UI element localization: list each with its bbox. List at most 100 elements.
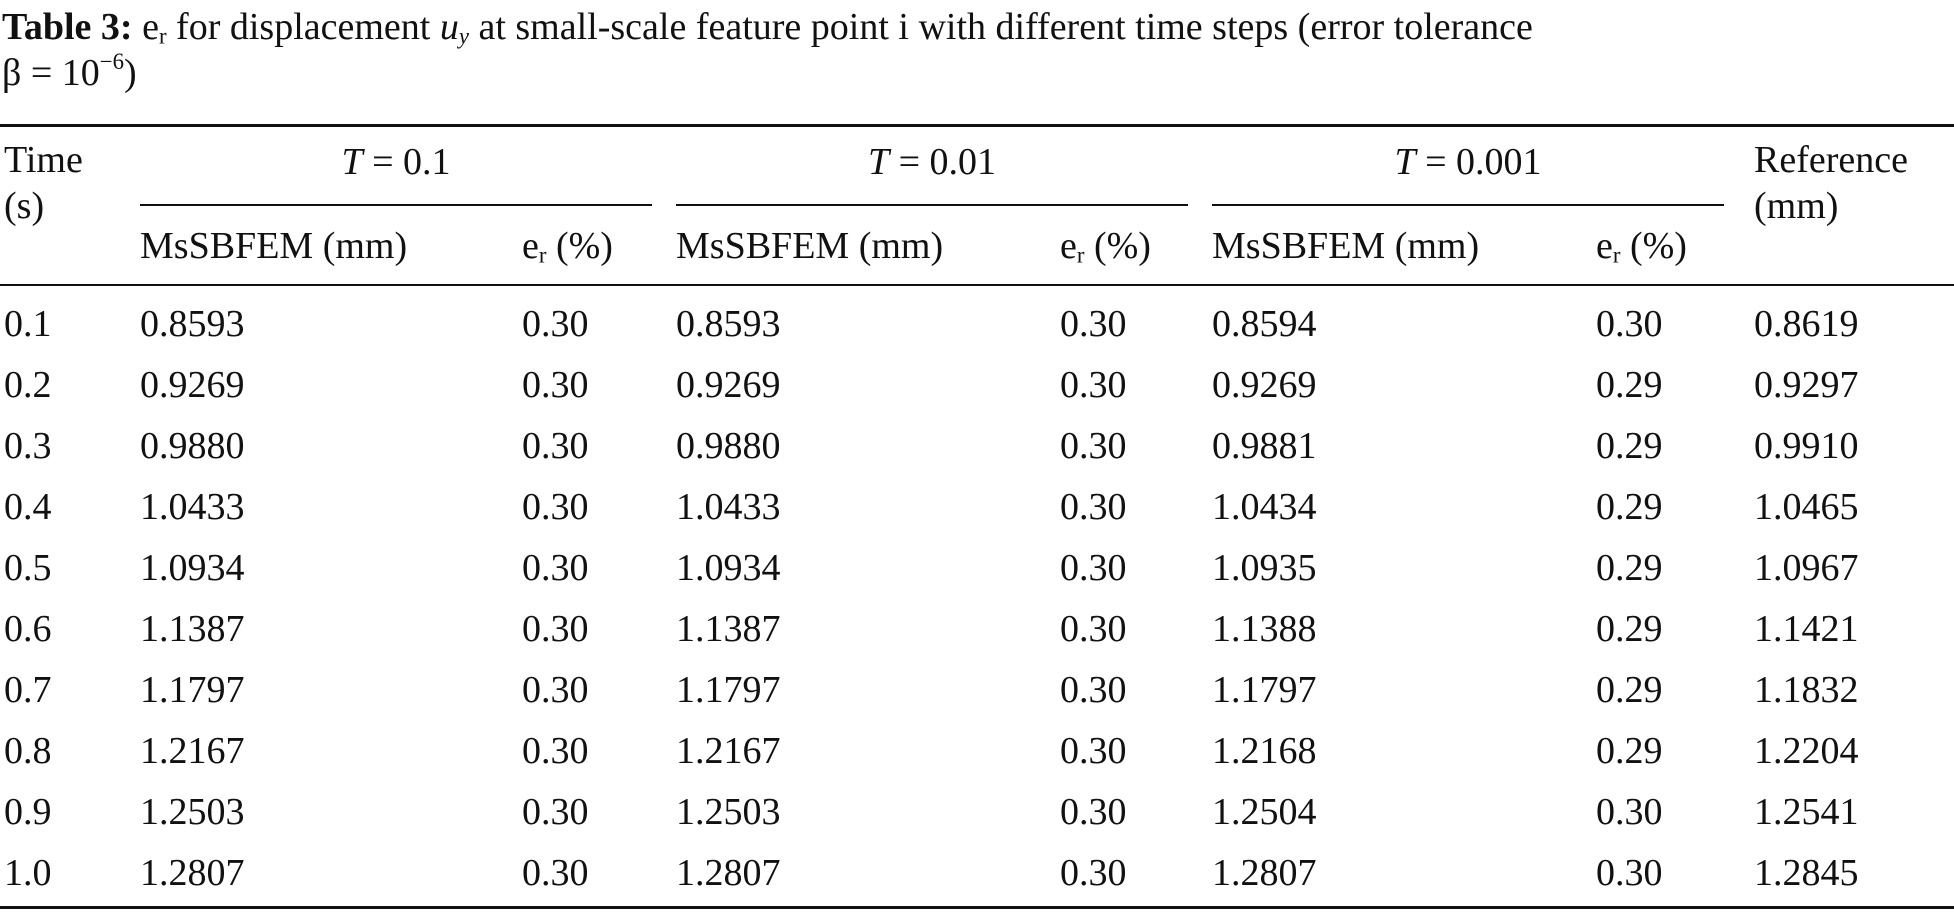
cell-er-t2: 0.30 [1060,852,1127,894]
cell-er-t2: 0.30 [1060,486,1127,528]
header-er-t2: er (%) [1060,225,1151,268]
header-group-t2: T = 0.01 [867,141,997,183]
table-row: 0.4 1.0433 0.30 1.0433 0.30 1.0434 0.29 … [0,477,1954,538]
header-msbfem-t1: MsSBFEM (mm) [140,225,408,267]
cell-msbfem-t3: 1.2168 [1212,730,1317,772]
cell-er-t2: 0.30 [1060,608,1127,650]
cell-er-t2: 0.30 [1060,364,1127,406]
cell-er-t3: 0.29 [1596,486,1663,528]
cell-er-t1: 0.30 [522,730,589,772]
table-row: 1.0 1.2807 0.30 1.2807 0.30 1.2807 0.30 … [0,843,1954,904]
header-reference: Reference (mm) [1754,139,1908,227]
header-er-t3: er (%) [1596,225,1687,268]
cell-msbfem-t2: 1.1387 [676,608,781,650]
cell-reference: 1.0465 [1754,486,1859,528]
cell-er-t2: 0.30 [1060,669,1127,711]
caption-er: er [142,6,167,49]
cell-time: 0.7 [4,669,52,711]
cell-msbfem-t1: 1.2167 [140,730,245,772]
cell-msbfem-t2: 1.0934 [676,547,781,589]
cell-er-t1: 0.30 [522,303,589,345]
cell-msbfem-t1: 1.2503 [140,791,245,833]
group-underline-t1 [140,204,652,206]
cell-reference: 1.1832 [1754,669,1859,711]
table-caption: Table 3: er for displacement uy at small… [2,4,1952,96]
group-underline-t3 [1212,204,1724,206]
cell-msbfem-t3: 1.1797 [1212,669,1317,711]
cell-msbfem-t1: 1.1387 [140,608,245,650]
caption-text-b: at small-scale feature point i with diff… [468,6,1533,48]
cell-msbfem-t2: 1.2503 [676,791,781,833]
cell-er-t1: 0.30 [522,425,589,467]
table-bottom-rule [0,906,1954,909]
cell-er-t3: 0.29 [1596,730,1663,772]
cell-msbfem-t2: 1.1797 [676,669,781,711]
cell-er-t1: 0.30 [522,852,589,894]
cell-er-t1: 0.30 [522,547,589,589]
cell-er-t2: 0.30 [1060,730,1127,772]
cell-er-t3: 0.29 [1596,547,1663,589]
header-group-t1: T = 0.1 [341,141,451,183]
cell-msbfem-t3: 1.2504 [1212,791,1317,833]
cell-msbfem-t1: 0.9880 [140,425,245,467]
cell-time: 0.8 [4,730,52,772]
cell-msbfem-t1: 0.8593 [140,303,245,345]
cell-reference: 0.9910 [1754,425,1859,467]
table-row: 0.8 1.2167 0.30 1.2167 0.30 1.2168 0.29 … [0,721,1954,782]
cell-msbfem-t3: 1.2807 [1212,852,1317,894]
cell-reference: 1.2541 [1754,791,1859,833]
cell-er-t3: 0.29 [1596,669,1663,711]
cell-er-t3: 0.30 [1596,791,1663,833]
cell-time: 0.3 [4,425,52,467]
header-group-t3: T = 0.001 [1394,141,1542,183]
table-row: 0.5 1.0934 0.30 1.0934 0.30 1.0935 0.29 … [0,538,1954,599]
table-row: 0.7 1.1797 0.30 1.1797 0.30 1.1797 0.29 … [0,660,1954,721]
header-time: Time (s) [4,139,83,227]
cell-msbfem-t2: 1.2807 [676,852,781,894]
cell-time: 0.6 [4,608,52,650]
cell-er-t1: 0.30 [522,364,589,406]
cell-reference: 1.2845 [1754,852,1859,894]
cell-er-t3: 0.29 [1596,608,1663,650]
cell-er-t1: 0.30 [522,608,589,650]
cell-time: 0.9 [4,791,52,833]
cell-msbfem-t3: 0.8594 [1212,303,1317,345]
cell-msbfem-t2: 0.9880 [676,425,781,467]
cell-msbfem-t1: 1.1797 [140,669,245,711]
cell-er-t2: 0.30 [1060,547,1127,589]
cell-time: 1.0 [4,852,52,894]
cell-msbfem-t3: 0.9881 [1212,425,1317,467]
table-top-rule [0,124,1954,127]
cell-msbfem-t1: 1.2807 [140,852,245,894]
cell-msbfem-t2: 1.0433 [676,486,781,528]
cell-er-t3: 0.29 [1596,425,1663,467]
cell-er-t1: 0.30 [522,669,589,711]
cell-time: 0.5 [4,547,52,589]
cell-msbfem-t3: 1.0935 [1212,547,1317,589]
cell-msbfem-t2: 0.8593 [676,303,781,345]
group-underline-t2 [676,204,1188,206]
cell-reference: 1.2204 [1754,730,1859,772]
cell-time: 0.2 [4,364,52,406]
cell-time: 0.1 [4,303,52,345]
cell-msbfem-t2: 1.2167 [676,730,781,772]
cell-reference: 1.0967 [1754,547,1859,589]
cell-er-t1: 0.30 [522,486,589,528]
cell-msbfem-t3: 0.9269 [1212,364,1317,406]
cell-er-t1: 0.30 [522,791,589,833]
table-row: 0.1 0.8593 0.30 0.8593 0.30 0.8594 0.30 … [0,294,1954,355]
caption-label: Table 3: [2,6,133,48]
cell-reference: 0.8619 [1754,303,1859,345]
header-msbfem-t2: MsSBFEM (mm) [676,225,944,267]
caption-text-a: for displacement [166,6,440,48]
table-mid-rule [0,284,1954,286]
table-row: 0.2 0.9269 0.30 0.9269 0.30 0.9269 0.29 … [0,355,1954,416]
table-row: 0.6 1.1387 0.30 1.1387 0.30 1.1388 0.29 … [0,599,1954,660]
header-msbfem-t3: MsSBFEM (mm) [1212,225,1480,267]
table-row: 0.3 0.9880 0.30 0.9880 0.30 0.9881 0.29 … [0,416,1954,477]
header-er-t1: er (%) [522,225,613,268]
cell-er-t3: 0.29 [1596,364,1663,406]
cell-msbfem-t1: 1.0433 [140,486,245,528]
cell-msbfem-t1: 1.0934 [140,547,245,589]
caption-uy: uy [439,6,469,49]
